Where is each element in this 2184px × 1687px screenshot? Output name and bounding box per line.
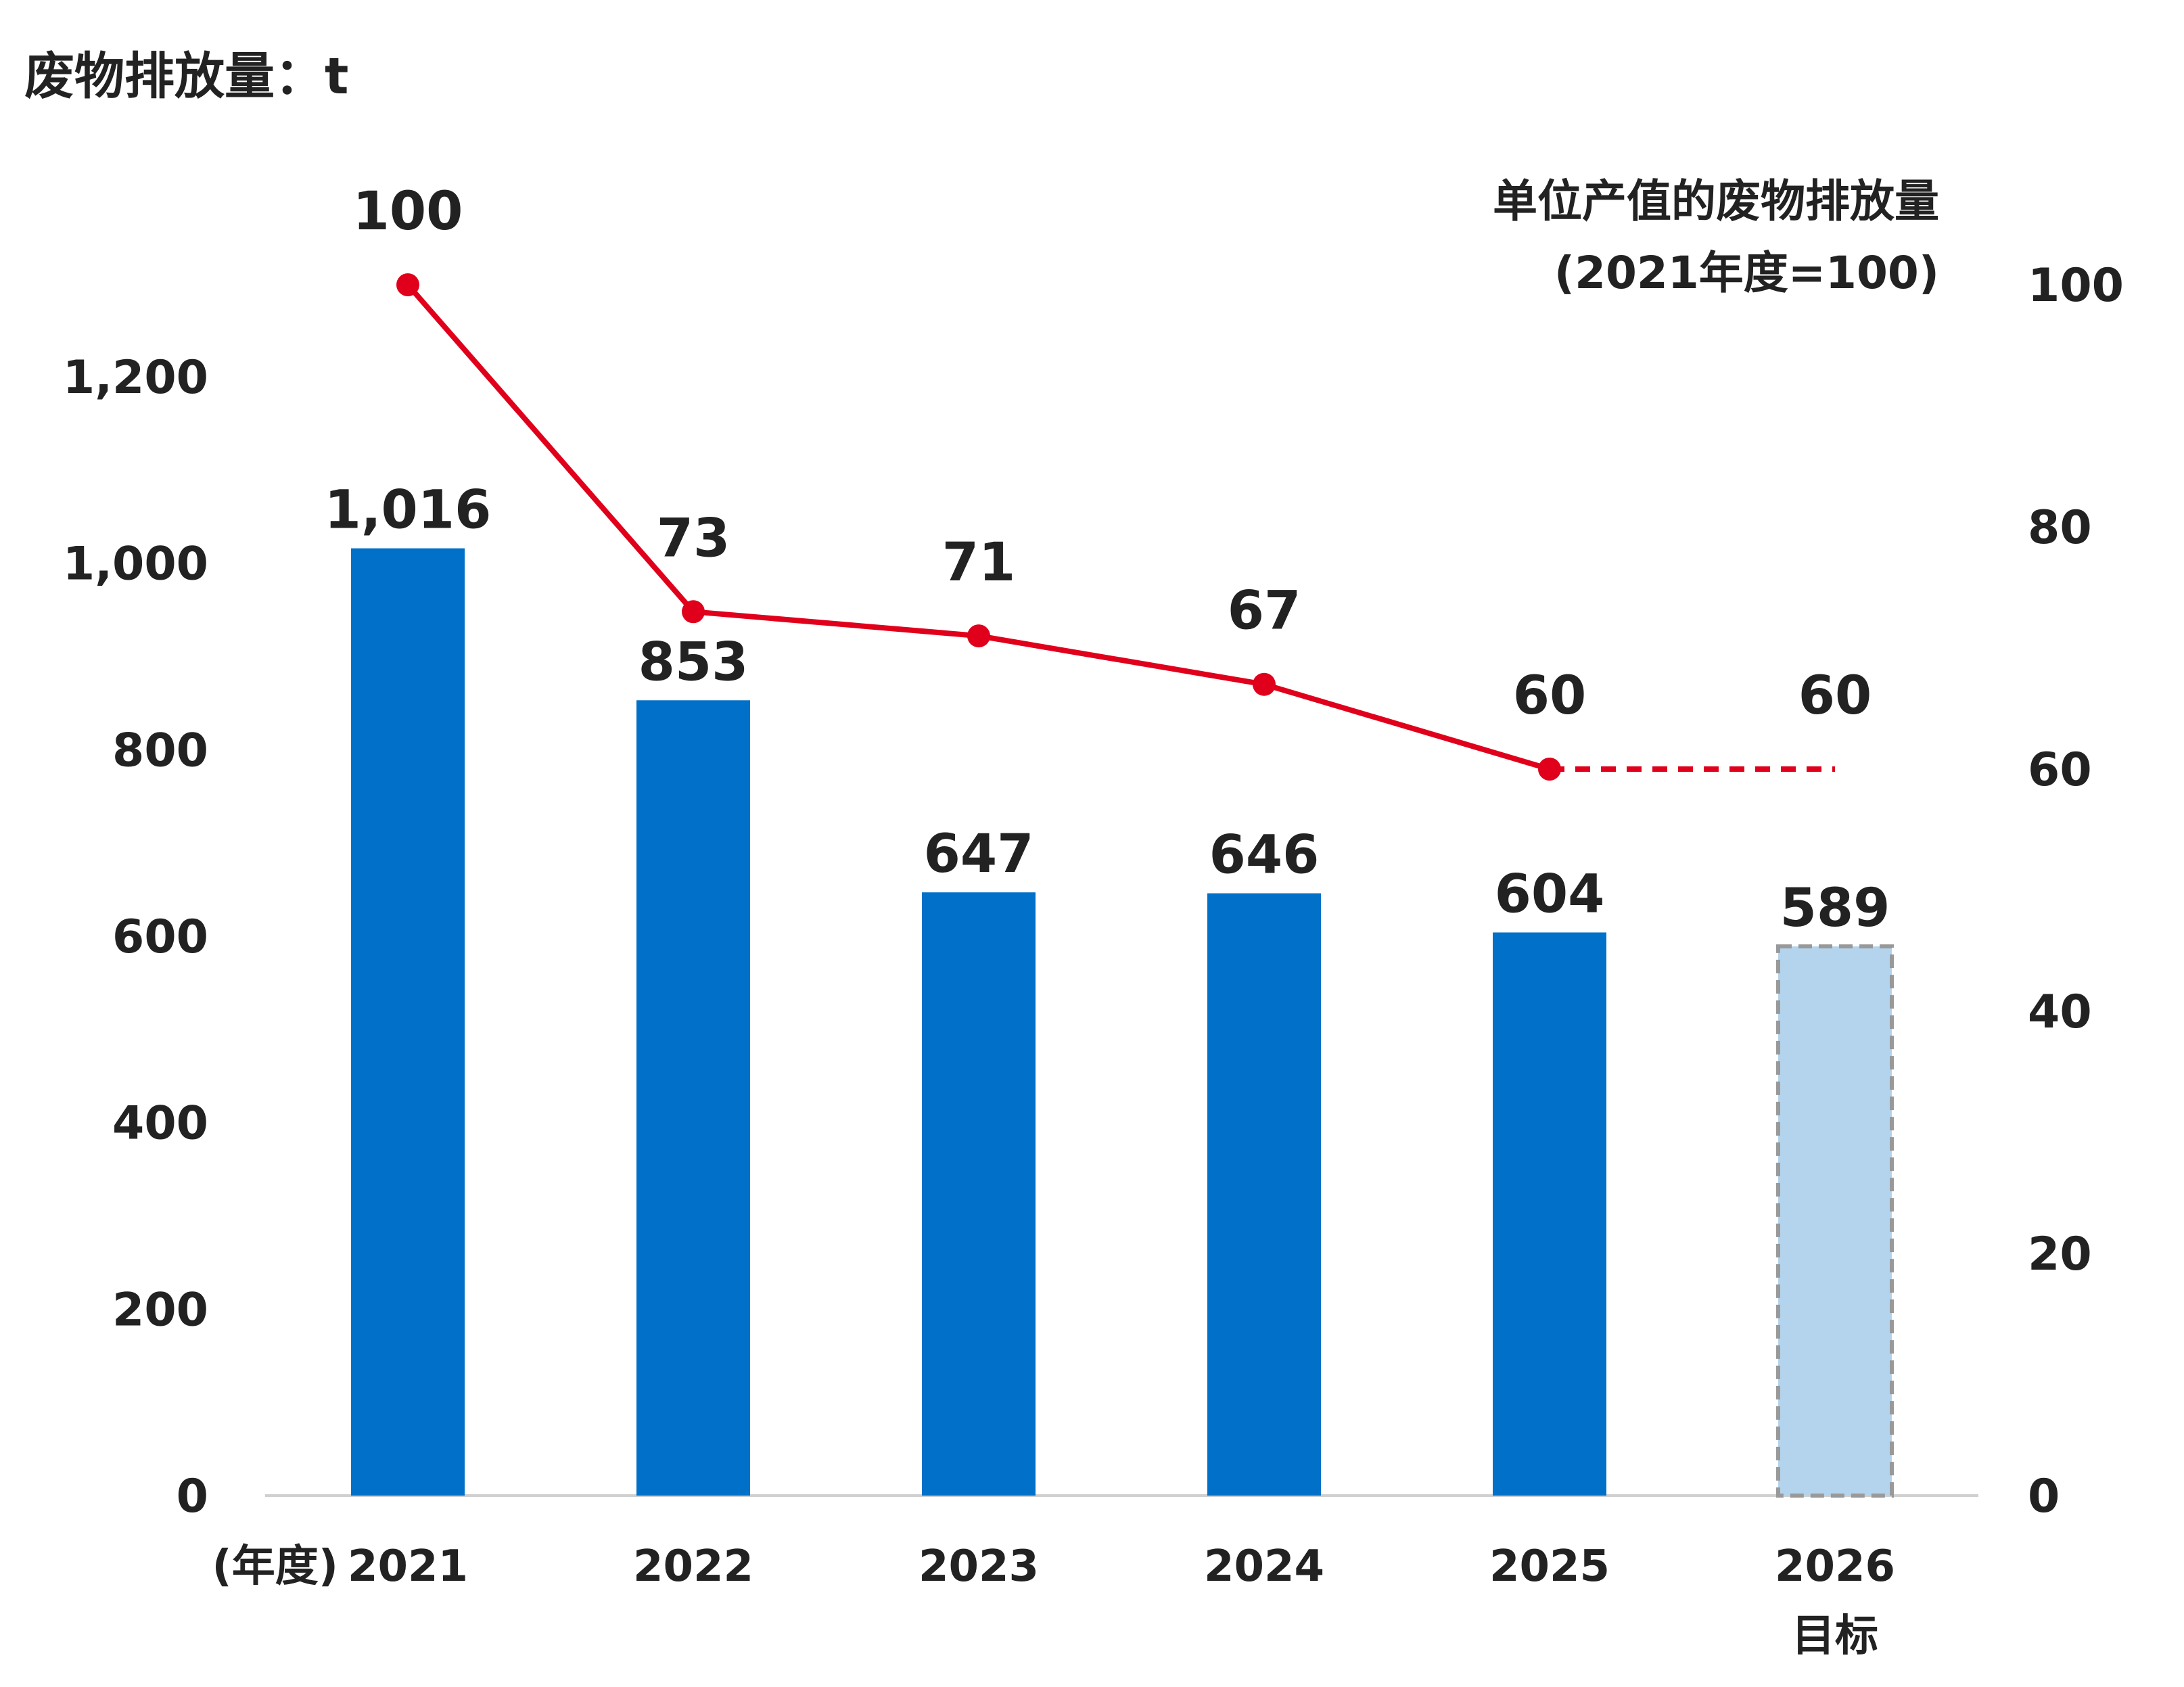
left-axis: 0 200 400 600 800 1,000 1,200 (63, 351, 208, 1523)
line-segment (405, 282, 696, 615)
bar (1207, 893, 1321, 1496)
right-tick-label: 40 (2028, 986, 2092, 1039)
line-value-label: 71 (942, 532, 1016, 593)
x-tick-note: 目标 (1792, 1611, 1878, 1661)
bar-value-label: 646 (1209, 825, 1320, 886)
bar-value-label: 1,016 (325, 480, 492, 541)
x-tick-label: 2026 (1775, 1542, 1895, 1592)
x-tick-label: 2022 (633, 1542, 753, 1592)
line-point (396, 273, 419, 296)
line-point (967, 624, 990, 648)
right-axis-label-line2: (2021年度=100) (1554, 247, 1939, 299)
left-tick-label: 0 (177, 1470, 208, 1523)
line-value-label: 60 (1798, 666, 1872, 726)
line-value-label: 67 (1228, 581, 1301, 642)
left-tick-label: 1,000 (63, 538, 208, 591)
right-axis: 0 20 40 60 80 100 (2028, 259, 2124, 1523)
x-tick-label: 2021 (348, 1542, 468, 1592)
right-tick-label: 0 (2028, 1470, 2060, 1523)
chart-title: 废物排放量：t (24, 47, 348, 106)
line-segment (976, 633, 1267, 687)
line-point (1538, 758, 1561, 781)
bar (922, 892, 1036, 1496)
right-tick-label: 80 (2028, 501, 2092, 555)
x-axis-prefix: (年度) (212, 1542, 339, 1592)
x-tick-label: 2024 (1204, 1542, 1324, 1592)
line-value-label: 60 (1513, 666, 1587, 726)
line-point (1253, 672, 1276, 696)
left-tick-label: 600 (112, 910, 208, 964)
left-tick-label: 800 (112, 724, 208, 777)
line-point (682, 600, 705, 624)
x-tick-label: 2023 (919, 1542, 1039, 1592)
left-tick-label: 200 (112, 1283, 208, 1337)
left-tick-label: 400 (112, 1097, 208, 1151)
bar (351, 548, 465, 1496)
bar (1493, 932, 1606, 1496)
right-axis-label-line1: 单位产值的废物排放量 (1493, 175, 1939, 227)
bar-value-label: 589 (1780, 878, 1890, 939)
x-tick-label: 2025 (1489, 1542, 1610, 1592)
right-tick-label: 60 (2028, 743, 2092, 797)
right-tick-label: 20 (2028, 1228, 2092, 1281)
bar-value-label: 647 (924, 824, 1034, 885)
line-value-label: 100 (353, 181, 463, 242)
line-segment (691, 609, 981, 639)
right-tick-label: 100 (2028, 259, 2124, 313)
x-axis-labels: 2021 2022 2023 2024 2025 2026 目标 (348, 1542, 1895, 1661)
line-segment (1261, 681, 1552, 772)
bar (636, 700, 750, 1496)
bar-value-label: 604 (1495, 864, 1605, 925)
line-value-label: 73 (657, 508, 730, 569)
target-bar (1776, 944, 1894, 1498)
bar-value-label: 853 (638, 632, 749, 693)
line-series: 100 73 71 67 60 60 (353, 181, 1872, 781)
left-tick-label: 1,200 (63, 351, 208, 405)
bar-series: 1,016 853 647 646 604 589 (325, 480, 1894, 1498)
